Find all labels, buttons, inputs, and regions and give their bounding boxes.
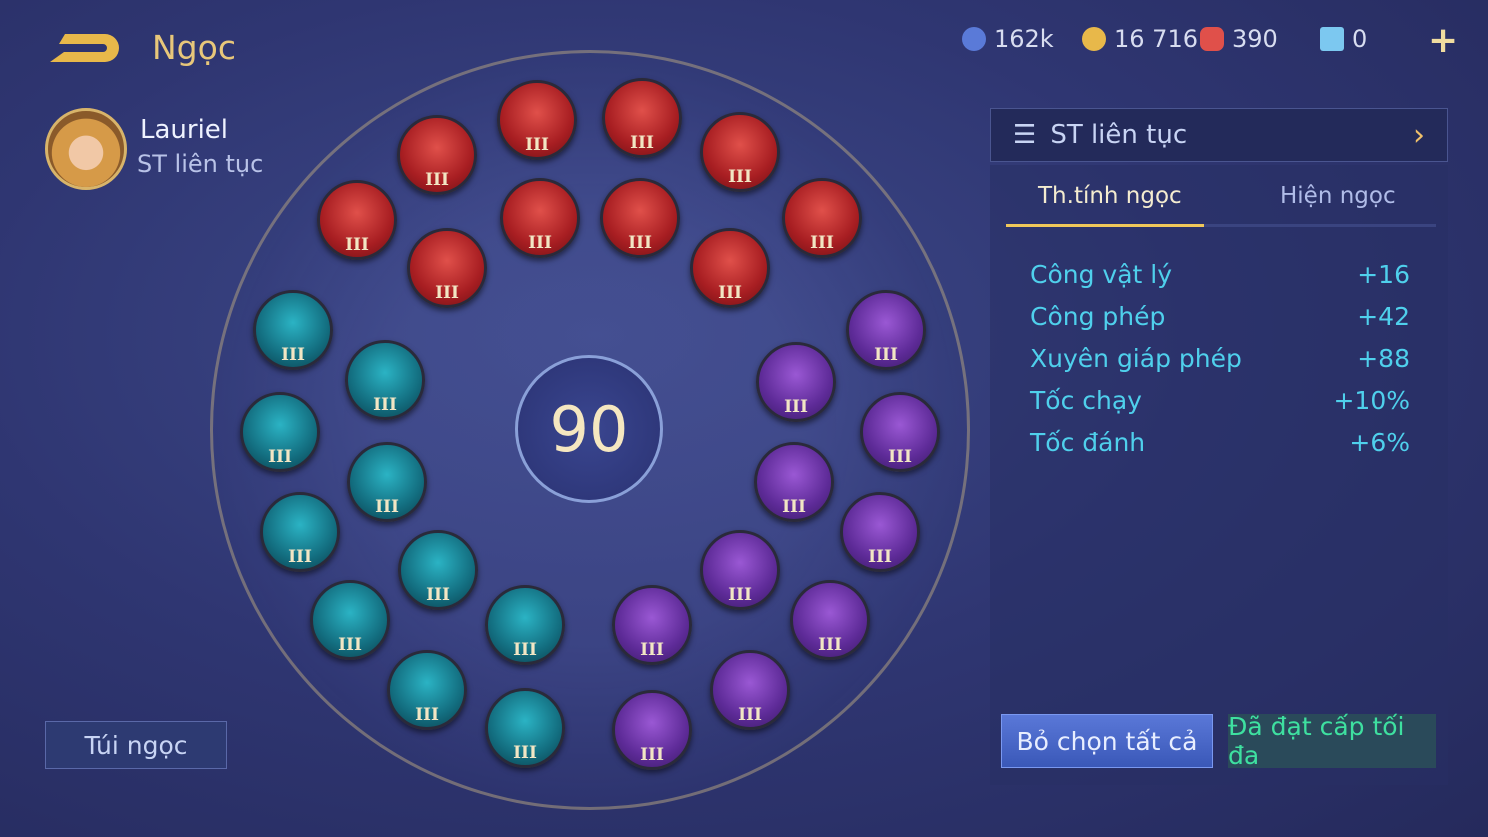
gem-slot-red[interactable]: III xyxy=(690,228,770,308)
gem-slot-purple[interactable]: III xyxy=(846,290,926,370)
gem-slot-purple[interactable]: III xyxy=(754,442,834,522)
max-level-status: Đã đạt cấp tối đa xyxy=(1228,712,1436,770)
gem-bag-button[interactable]: Túi ngọc xyxy=(45,721,227,769)
page-title: Ngọc xyxy=(152,28,236,67)
gem-slot-red[interactable]: III xyxy=(700,112,780,192)
gem-slot-red[interactable]: III xyxy=(500,178,580,258)
gem-slot-purple[interactable]: III xyxy=(756,342,836,422)
gem-slot-red[interactable]: III xyxy=(407,228,487,308)
stat-row: Công vật lý +16 xyxy=(1030,260,1410,289)
gem-slot-purple[interactable]: III xyxy=(790,580,870,660)
blue-card-icon xyxy=(1320,27,1344,51)
tab-indicator xyxy=(1006,224,1436,227)
gem-slot-red[interactable]: III xyxy=(602,78,682,158)
gem-slot-teal[interactable]: III xyxy=(398,530,478,610)
gem-level: 90 xyxy=(515,355,663,503)
gem-slot-teal[interactable]: III xyxy=(345,340,425,420)
gem-slot-teal[interactable]: III xyxy=(485,585,565,665)
blue-coin-icon xyxy=(962,27,986,51)
gem-slot-purple[interactable]: III xyxy=(860,392,940,472)
gem-slot-teal[interactable]: III xyxy=(253,290,333,370)
gem-slot-teal[interactable]: III xyxy=(240,392,320,472)
build-selector[interactable]: ☰ ST liên tục › xyxy=(990,108,1448,162)
avatar[interactable] xyxy=(45,108,127,190)
resource-gold-coin: 16 716 xyxy=(1082,22,1198,56)
gem-slot-teal[interactable]: III xyxy=(387,650,467,730)
gem-slot-teal[interactable]: III xyxy=(347,442,427,522)
back-arrow-icon[interactable] xyxy=(45,28,120,68)
chevron-right-icon: › xyxy=(1413,117,1425,153)
resource-blue-coin: 162k xyxy=(962,22,1054,56)
red-gem-icon xyxy=(1200,27,1224,51)
gem-slot-red[interactable]: III xyxy=(397,115,477,195)
deselect-all-button[interactable]: Bỏ chọn tất cả xyxy=(1001,714,1213,768)
gem-slot-purple[interactable]: III xyxy=(700,530,780,610)
gem-slot-red[interactable]: III xyxy=(317,180,397,260)
resource-red-gem: 390 xyxy=(1200,22,1278,56)
gem-slot-red[interactable]: III xyxy=(600,178,680,258)
gold-coin-icon xyxy=(1082,27,1106,51)
gem-slot-purple[interactable]: III xyxy=(612,690,692,770)
stat-row: Tốc đánh +6% xyxy=(1030,428,1410,457)
stat-row: Tốc chạy +10% xyxy=(1030,386,1410,415)
tab-gem-stats[interactable]: Th.tính ngọc xyxy=(1038,183,1182,209)
tab-show-gems[interactable]: Hiện ngọc xyxy=(1280,183,1396,209)
gem-slot-purple[interactable]: III xyxy=(710,650,790,730)
gem-slot-teal[interactable]: III xyxy=(485,688,565,768)
resource-card: 0 xyxy=(1320,22,1367,56)
gem-slot-red[interactable]: III xyxy=(497,80,577,160)
list-icon: ☰ xyxy=(1013,120,1037,150)
hero-name: Lauriel xyxy=(140,115,229,145)
gem-slot-teal[interactable]: III xyxy=(310,580,390,660)
gem-slot-teal[interactable]: III xyxy=(260,492,340,572)
plus-icon[interactable]: + xyxy=(1428,20,1459,61)
stats-panel xyxy=(990,165,1448,785)
stat-row: Xuyên giáp phép +88 xyxy=(1030,344,1410,373)
gem-slot-red[interactable]: III xyxy=(782,178,862,258)
gem-slot-purple[interactable]: III xyxy=(840,492,920,572)
gem-slot-purple[interactable]: III xyxy=(612,585,692,665)
hero-build: ST liên tục xyxy=(137,150,264,178)
stat-row: Công phép +42 xyxy=(1030,302,1410,331)
